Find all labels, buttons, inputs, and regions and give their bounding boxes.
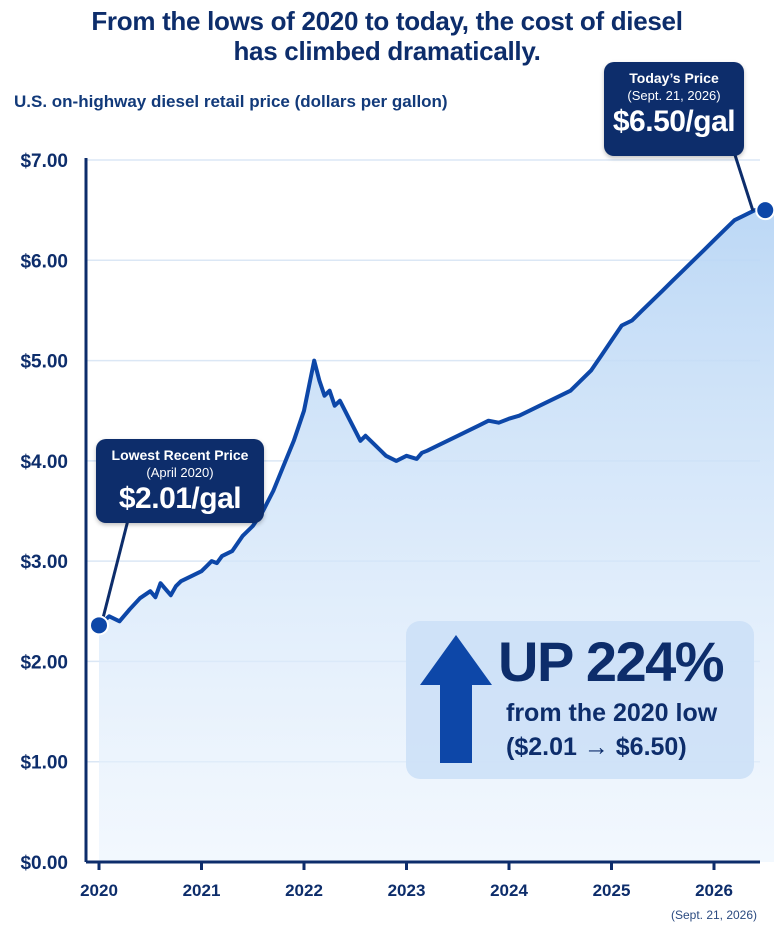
today-point-marker (755, 200, 774, 221)
up-arrow-icon (420, 635, 492, 763)
today-price-callout: Today’s Price (Sept. 21, 2026) $6.50/gal (604, 62, 744, 156)
y-tick-label: $7.00 (20, 151, 68, 172)
y-tick-label: $6.00 (20, 251, 68, 272)
increase-range: ($2.01 → $6.50) (506, 733, 687, 761)
x-tick-label: 2022 (285, 881, 323, 900)
x-tick-label: 2021 (183, 881, 221, 900)
low-point-marker (89, 615, 109, 636)
x-tick-note: (Sept. 21, 2026) (671, 908, 757, 922)
x-tick-label: 2024 (490, 881, 528, 900)
y-tick-label: $1.00 (20, 753, 68, 774)
callout-low-title: Lowest Recent Price (111, 447, 249, 463)
title-line-1: From the lows of 2020 to today, the cost… (91, 6, 683, 36)
chart-subtitle: U.S. on-highway diesel retail price (dol… (14, 92, 448, 111)
callout-low-pointer (100, 519, 130, 623)
callout-today-pointer (733, 154, 755, 212)
y-tick-label: $4.00 (20, 452, 68, 473)
increase-caption: from the 2020 low (506, 699, 718, 727)
increase-percent: UP 224% (498, 630, 725, 693)
title-line-2: has climbed dramatically. (233, 36, 541, 66)
callout-today-title: Today’s Price (629, 70, 719, 86)
callout-today-value: $6.50/gal (612, 105, 736, 138)
x-tick-label: 2023 (388, 881, 426, 900)
callout-today-date: (Sept. 21, 2026) (627, 88, 721, 103)
x-tick-label: 2025 (593, 881, 631, 900)
increase-highlight-box: UP 224% from the 2020 low ($2.01 → $6.50… (406, 621, 754, 779)
callout-low-date: (April 2020) (146, 465, 214, 480)
y-tick-label: $0.00 (20, 853, 68, 874)
x-tick-label: 2026 (695, 881, 733, 900)
chart-title: From the lows of 2020 to today, the cost… (0, 6, 774, 66)
y-tick-label: $5.00 (20, 352, 68, 373)
series-line (97, 208, 774, 627)
y-tick-label: $3.00 (20, 552, 68, 573)
x-tick-label: 2020 (80, 881, 118, 900)
y-tick-label: $2.00 (20, 652, 68, 673)
callout-low-value: $2.01/gal (118, 482, 242, 515)
lowest-price-callout: Lowest Recent Price (April 2020) $2.01/g… (96, 439, 264, 523)
